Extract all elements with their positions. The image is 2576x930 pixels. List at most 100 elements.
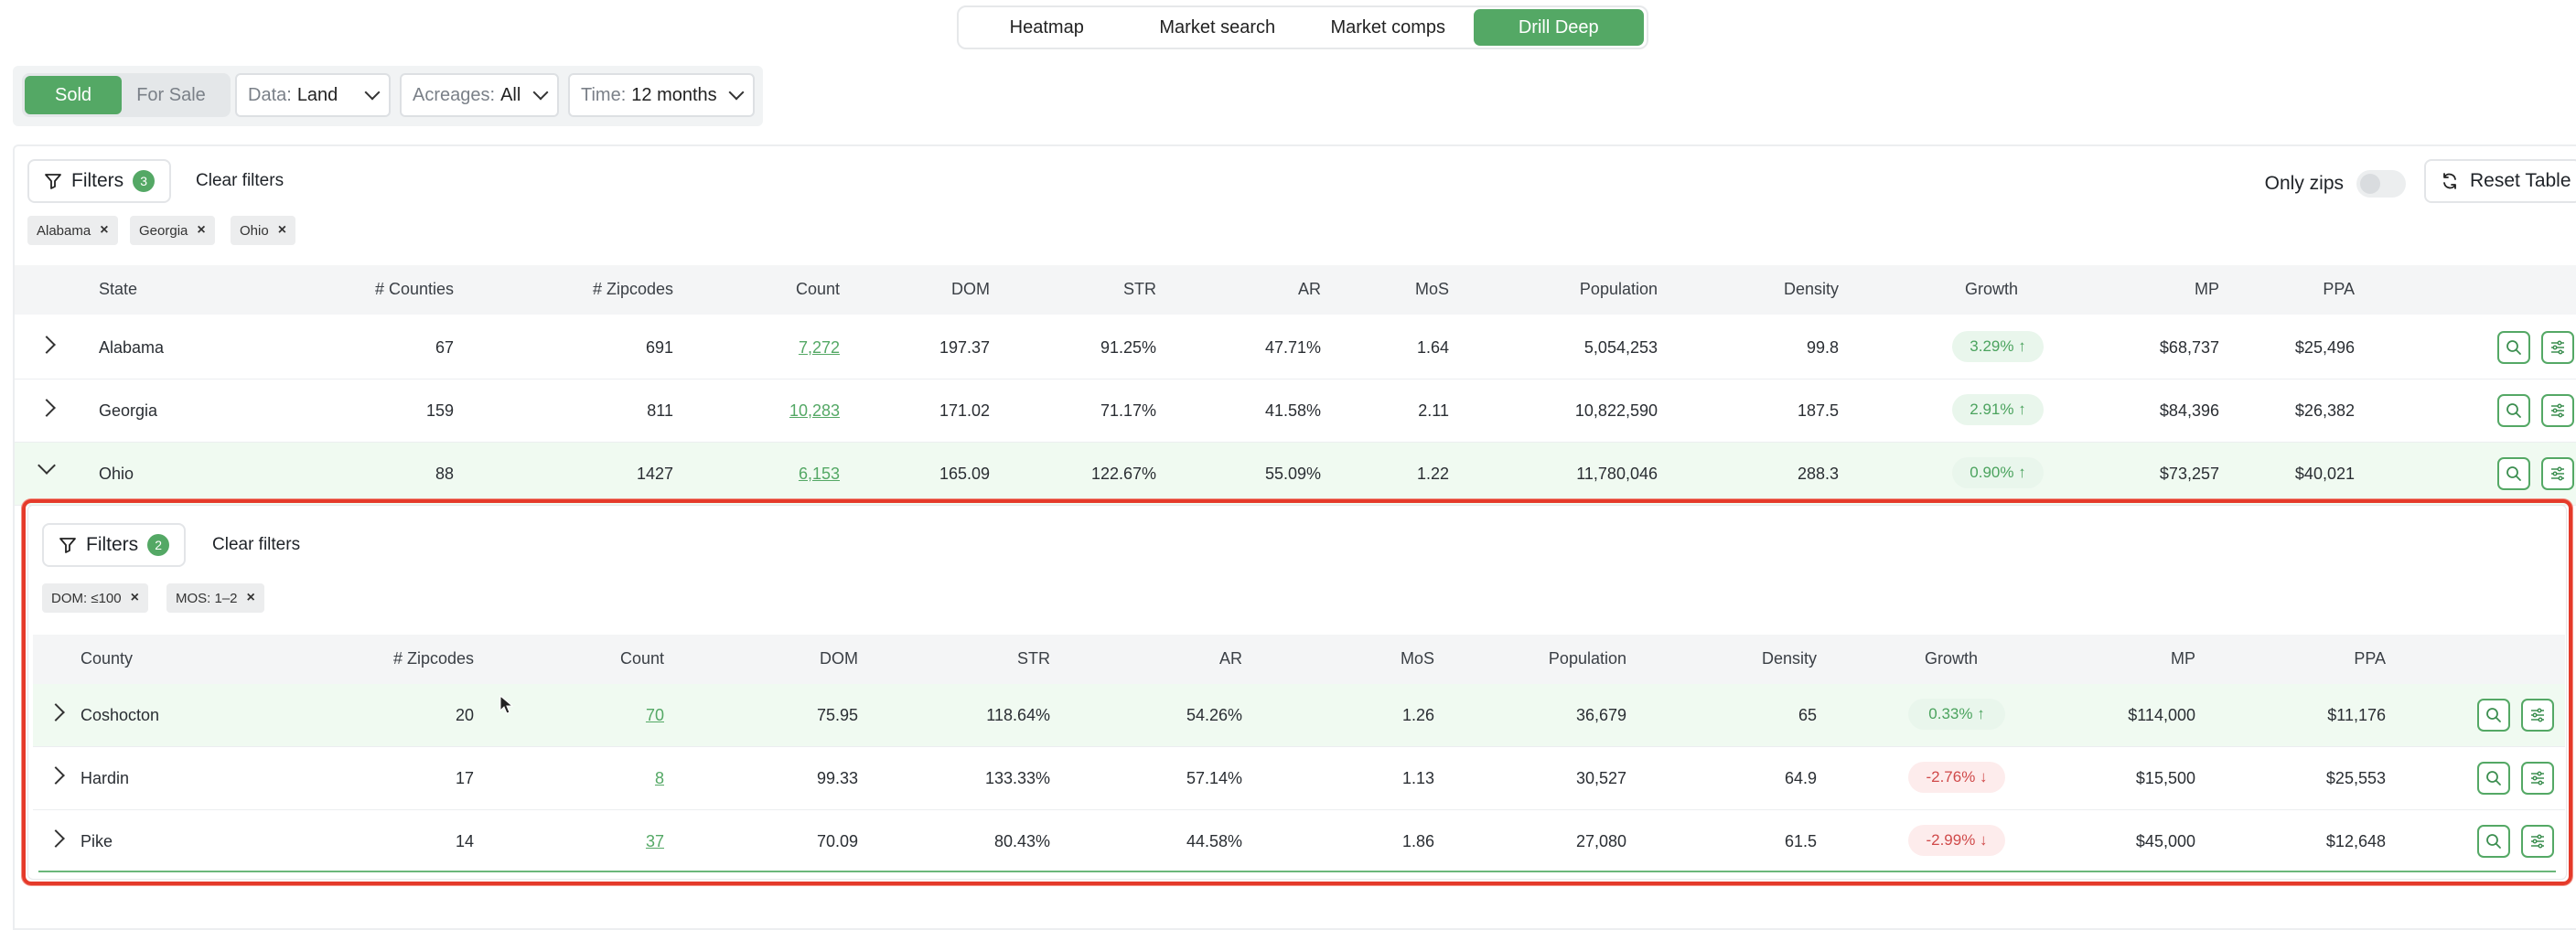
tab-heatmap[interactable]: Heatmap (1009, 16, 1084, 37)
count-link[interactable]: 70 (645, 706, 664, 724)
column-header[interactable]: MP (2171, 649, 2195, 668)
count-link[interactable]: 37 (645, 832, 664, 850)
column-header[interactable]: Density (1783, 280, 1839, 298)
for-sale-button[interactable]: For Sale (136, 84, 206, 105)
settings-button[interactable] (2521, 825, 2554, 858)
close-icon[interactable]: × (246, 590, 255, 605)
time-dropdown-value: 12 months (631, 84, 717, 105)
acreages-dropdown[interactable]: Acreages: All (400, 73, 559, 117)
column-header[interactable]: PPA (2354, 649, 2386, 668)
filters-button[interactable]: Filters 2 (42, 523, 187, 567)
table-row[interactable]: Coshocton 20 70 75.95 118.64% 54.26% 1.2… (33, 684, 2565, 747)
tab-drill-deep[interactable]: Drill Deep (1473, 9, 1644, 46)
column-header[interactable]: # Counties (374, 280, 454, 298)
county-table-header: County # Zipcodes Count DOM STR AR MoS P… (33, 635, 2565, 684)
column-header[interactable]: DOM (951, 280, 990, 298)
column-header[interactable]: MoS (1414, 280, 1449, 298)
tab-market-comps[interactable]: Market comps (1330, 16, 1446, 37)
search-icon (2506, 403, 2521, 418)
table-row[interactable]: Pike 14 37 70.09 80.43% 44.58% 1.86 27,0… (33, 810, 2565, 873)
sold-for-sale-toggle: Sold For Sale (22, 73, 231, 117)
data-dropdown[interactable]: Data: Land (235, 73, 391, 117)
search-button[interactable] (2497, 394, 2530, 427)
reset-table-button[interactable]: Reset Table (2424, 159, 2576, 203)
acreages-dropdown-label: Acreages: (413, 84, 496, 105)
time-dropdown[interactable]: Time: 12 months (568, 73, 755, 117)
close-icon[interactable]: × (100, 222, 109, 238)
column-header[interactable]: Growth (1925, 649, 1979, 668)
column-header[interactable]: Density (1761, 649, 1817, 668)
column-header[interactable]: STR (1017, 649, 1050, 668)
column-header[interactable]: State (99, 280, 138, 298)
column-header[interactable]: Count (795, 280, 840, 298)
table-row[interactable]: Hardin 17 8 99.33 133.33% 57.14% 1.13 30… (33, 747, 2565, 810)
column-header[interactable]: Population (1579, 280, 1658, 298)
settings-button[interactable] (2541, 457, 2574, 490)
chevron-down-icon[interactable] (38, 456, 56, 475)
count-link[interactable]: 7,272 (798, 338, 840, 357)
column-header[interactable]: STR (1123, 280, 1156, 298)
search-button[interactable] (2497, 457, 2530, 490)
filter-chip[interactable]: Alabama × (27, 216, 118, 245)
table-row[interactable]: Alabama 67 691 7,272 197.37 91.25% 47.71… (15, 316, 2576, 379)
mos-cell: 2.11 (1418, 401, 1449, 420)
only-zips-toggle[interactable]: Only zips (2265, 170, 2406, 198)
search-button[interactable] (2477, 699, 2510, 732)
filter-chip[interactable]: DOM: ≤100 × (42, 583, 148, 613)
column-header[interactable]: County (80, 649, 134, 668)
only-zips-switch[interactable] (2356, 170, 2406, 198)
close-icon[interactable]: × (197, 222, 206, 238)
filters-count-badge: 2 (147, 534, 170, 556)
count-link[interactable]: 10,283 (789, 401, 840, 420)
tab-market-search[interactable]: Market search (1159, 16, 1276, 37)
ar-cell: 55.09% (1264, 465, 1321, 483)
county-name: Coshocton (80, 706, 160, 724)
search-button[interactable] (2497, 331, 2530, 364)
filters-button[interactable]: Filters 3 (27, 159, 172, 203)
ppa-cell: $12,648 (2325, 832, 2386, 850)
settings-button[interactable] (2521, 762, 2554, 795)
county-subtable: Filters 2 Clear filters DOM: ≤100 × MOS: … (22, 499, 2572, 885)
settings-button[interactable] (2541, 331, 2574, 364)
column-header[interactable]: AR (1297, 280, 1321, 298)
mos-cell: 1.22 (1416, 465, 1449, 483)
close-icon[interactable]: × (130, 590, 139, 605)
column-header[interactable]: # Zipcodes (592, 280, 673, 298)
column-header[interactable]: PPA (2323, 280, 2355, 298)
ppa-cell: $40,021 (2294, 465, 2355, 483)
clear-filters-link[interactable]: Clear filters (196, 171, 284, 190)
column-header[interactable]: Growth (1965, 280, 2019, 298)
filter-chip[interactable]: Georgia × (130, 216, 215, 245)
chevron-right-icon[interactable] (38, 399, 56, 417)
sold-button[interactable]: Sold (25, 76, 122, 114)
search-button[interactable] (2477, 825, 2510, 858)
county-name: Pike (80, 832, 113, 850)
column-header[interactable]: DOM (820, 649, 858, 668)
settings-button[interactable] (2541, 394, 2574, 427)
filter-chip[interactable]: Ohio × (231, 216, 296, 245)
column-header[interactable]: Population (1548, 649, 1626, 668)
search-icon (2486, 708, 2501, 722)
filter-chip[interactable]: MOS: 1–2 × (166, 583, 264, 613)
search-button[interactable] (2477, 762, 2510, 795)
chevron-right-icon[interactable] (38, 336, 56, 354)
column-header[interactable]: AR (1218, 649, 1242, 668)
count-link[interactable]: 8 (654, 769, 664, 787)
str-cell: 91.25% (1100, 338, 1156, 357)
close-icon[interactable]: × (277, 222, 287, 238)
column-header[interactable]: MP (2195, 280, 2219, 298)
table-row[interactable]: Georgia 159 811 10,283 171.02 71.17% 41.… (15, 379, 2576, 443)
refresh-icon (2443, 173, 2456, 189)
chevron-right-icon[interactable] (47, 766, 65, 785)
column-header[interactable]: Count (619, 649, 664, 668)
chevron-right-icon[interactable] (47, 703, 65, 722)
chevron-right-icon[interactable] (47, 829, 65, 848)
settings-button[interactable] (2521, 699, 2554, 732)
count-link[interactable]: 6,153 (798, 465, 840, 483)
table-row-expanded[interactable]: Ohio 88 1427 6,153 165.09 122.67% 55.09%… (15, 443, 2576, 506)
clear-filters-link[interactable]: Clear filters (212, 535, 301, 554)
column-header[interactable]: MoS (1400, 649, 1434, 668)
column-header[interactable]: # Zipcodes (392, 649, 474, 668)
mp-cell: $15,500 (2135, 769, 2195, 787)
zipcodes-cell: 20 (455, 706, 474, 724)
